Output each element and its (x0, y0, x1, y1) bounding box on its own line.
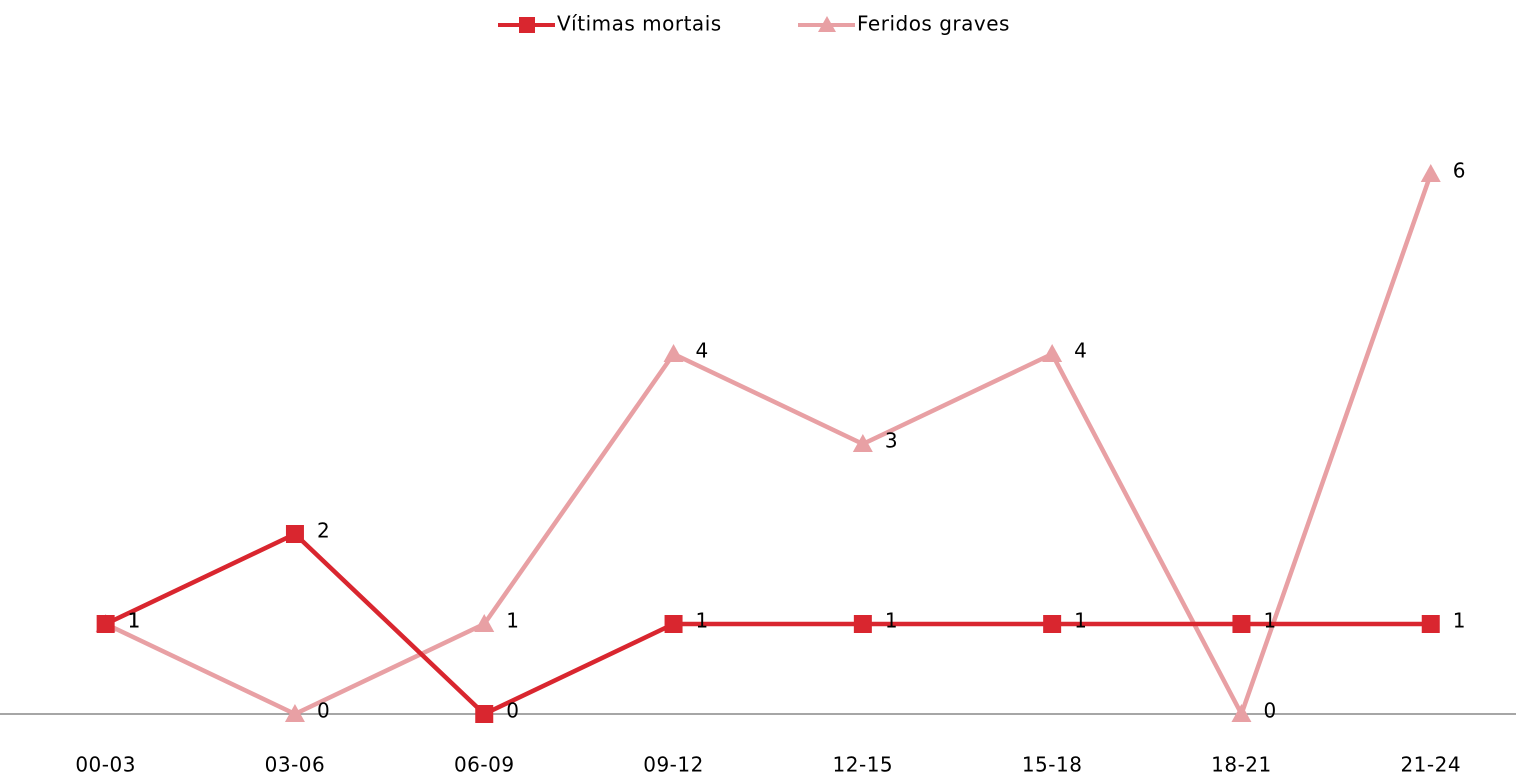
legend-label: Vítimas mortais (557, 12, 722, 36)
data-label: 1 (128, 609, 141, 633)
data-label: 0 (506, 699, 519, 723)
x-tick-label: 15-18 (1022, 753, 1083, 777)
marker (852, 434, 873, 452)
x-tick-label: 18-21 (1211, 753, 1272, 777)
marker (818, 16, 836, 32)
marker (1232, 615, 1251, 633)
data-label: 0 (1263, 699, 1276, 723)
data-label: 1 (696, 609, 709, 633)
x-tick-label: 12-15 (833, 753, 894, 777)
data-label: 4 (1074, 339, 1087, 363)
marker (474, 614, 495, 632)
series-line (104, 531, 1431, 717)
marker (664, 615, 683, 633)
data-label: 6 (1453, 159, 1466, 183)
marker (285, 525, 304, 543)
x-tick-label: 03-06 (265, 753, 326, 777)
legend-label: Feridos graves (857, 12, 1010, 36)
marker (1231, 704, 1252, 722)
data-label: 1 (128, 609, 141, 633)
data-label: 1 (506, 609, 519, 633)
x-tick-label: 00-03 (75, 753, 136, 777)
series-line (104, 173, 1433, 717)
data-label: 0 (317, 699, 330, 723)
marker (1421, 615, 1440, 633)
marker (284, 704, 305, 722)
data-label: 1 (1074, 609, 1087, 633)
marker (663, 344, 684, 362)
x-tick-label: 09-12 (643, 753, 704, 777)
data-label: 1 (1263, 609, 1276, 633)
x-tick-label: 06-09 (454, 753, 515, 777)
marker (96, 615, 115, 633)
marker (475, 705, 494, 723)
data-label: 2 (317, 519, 330, 543)
marker (1420, 164, 1441, 182)
marker (519, 17, 535, 33)
data-label: 3 (885, 429, 898, 453)
data-label: 1 (885, 609, 898, 633)
data-label: 1 (1453, 609, 1466, 633)
x-tick-label: 21-24 (1400, 753, 1461, 777)
data-label: 4 (696, 339, 709, 363)
marker (1042, 344, 1063, 362)
marker (1043, 615, 1062, 633)
marker (853, 615, 872, 633)
